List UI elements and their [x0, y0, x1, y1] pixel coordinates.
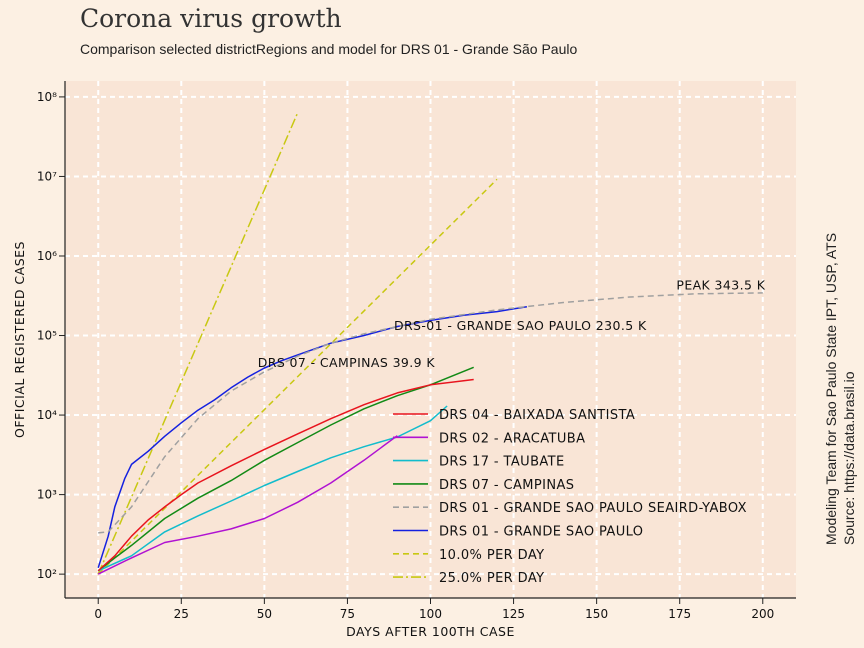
- y-axis-label: OFFICIAL REGISTERED CASES: [12, 241, 27, 438]
- x-tick-label: 100: [419, 607, 442, 621]
- side-note-line1: Modeling Team for Sao Paulo State IPT, U…: [823, 233, 839, 545]
- series-line-7: [97, 112, 299, 575]
- legend-label: DRS 07 - CAMPINAS: [439, 478, 574, 493]
- series-line-0: [97, 378, 474, 572]
- x-tick-label: 175: [668, 607, 691, 621]
- legend-label: DRS 17 - TAUBATE: [439, 455, 565, 470]
- x-tick-label: 200: [751, 607, 774, 621]
- annotation-label: DRS-01 - GRANDE SAO PAULO 230.5 K: [394, 318, 647, 333]
- grid-lines: [65, 81, 796, 598]
- y-tick-label: 10⁷: [37, 169, 57, 183]
- series-line-4: [98, 292, 763, 534]
- legend: DRS 04 - BAIXADA SANTISTA DRS 02 - ARACAT…: [393, 408, 747, 586]
- legend-label: DRS 04 - BAIXADA SANTISTA: [439, 408, 635, 423]
- annotation-label: DRS 07 - CAMPINAS 39.9 K: [258, 355, 436, 370]
- series-line-2: [97, 405, 448, 572]
- plot-area: [65, 81, 796, 598]
- side-note-line2: Source: https://data.brasil.io: [841, 371, 857, 545]
- legend-label: DRS 01 - GRANDE SAO PAULO SEAIRD-YABOX: [439, 501, 747, 516]
- y-tick-label: 10⁸: [37, 90, 57, 104]
- series-lines: [97, 112, 763, 575]
- series-line-1: [97, 435, 398, 575]
- annotations: PEAK 343.5 K DRS-01 - GRANDE SAO PAULO 23…: [258, 277, 766, 370]
- axes: 0 25 50 75 100 125 150 175 200 10² 10³ 10⁴ 10⁵ 10⁶ 10⁷…: [12, 81, 796, 639]
- legend-label: DRS 02 - ARACATUBA: [439, 431, 585, 446]
- x-tick-label: 75: [340, 607, 355, 621]
- legend-label: 25.0% PER DAY: [439, 571, 544, 586]
- series-line-3: [97, 366, 474, 572]
- x-tick-label: 150: [585, 607, 608, 621]
- y-tick-label: 10⁶: [37, 249, 57, 263]
- legend-label: 10.0% PER DAY: [439, 548, 544, 563]
- legend-label: DRS 01 - GRANDE SAO PAULO: [439, 525, 643, 540]
- chart-subtitle: Comparison selected districtRegions and …: [80, 41, 578, 57]
- x-tick-label: 25: [174, 607, 189, 621]
- y-tick-label: 10²: [37, 567, 57, 581]
- series-line-6: [97, 178, 498, 575]
- y-tick-label: 10⁵: [37, 329, 57, 343]
- y-tick-label: 10³: [37, 488, 57, 502]
- x-tick-label: 0: [94, 607, 102, 621]
- annotation-label: PEAK 343.5 K: [676, 277, 765, 292]
- x-tick-label: 50: [257, 607, 272, 621]
- y-tick-label: 10⁴: [37, 408, 57, 422]
- chart-title: Corona virus growth: [80, 4, 342, 33]
- x-axis-label: DAYS AFTER 100TH CASE: [346, 624, 515, 639]
- x-tick-label: 125: [502, 607, 525, 621]
